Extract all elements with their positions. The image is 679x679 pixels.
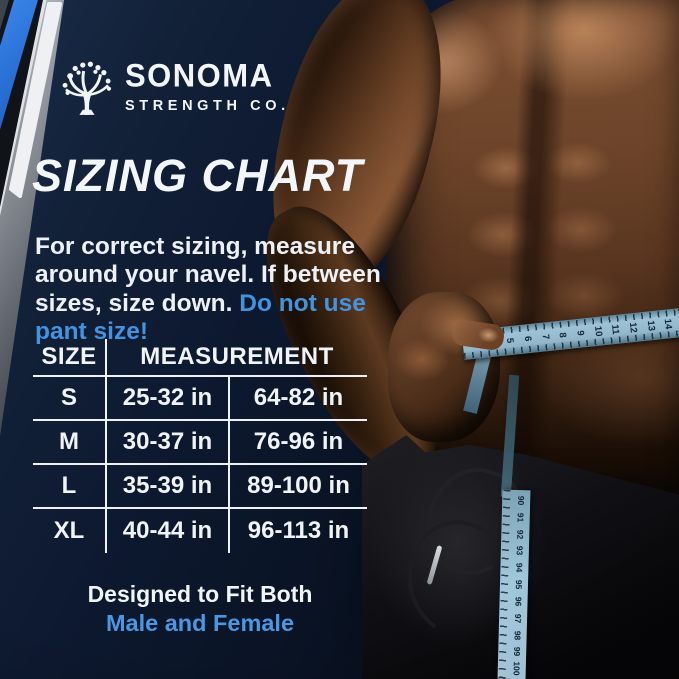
intro-text: For correct sizing, measure around your n… [35,233,405,347]
intro-warning: Do not use [239,289,366,317]
alt-cell-xl: 96-113 in [247,517,350,544]
intro-line: sizes, size down. [35,289,233,317]
footer-gender-text: Male and Female [105,610,295,636]
size-cell-l: L [33,465,107,509]
size-cell-s: S [33,377,107,421]
inches-cell-xl: 40-44 in [107,509,230,553]
inches-cell-s: 25-32 in [107,377,230,421]
intro-line: For correct sizing, measure [35,232,355,260]
intro-line: around your navel. If between [35,261,381,288]
alt-cell-l: 89-100 in [230,465,367,509]
brand-subtitle: STRENGTH CO. [125,98,290,114]
size-cell-m: M [33,421,107,465]
intro-warning: pant size! [35,318,148,345]
sizing-table: SIZE MEASUREMENT S 25-32 in 64-82 in M 3… [33,339,367,553]
alt-cell-s: 64-82 in [230,377,367,421]
brand-name: SONOMA [125,57,274,94]
inches-cell-m: 30-37 in [107,421,230,465]
footer-fit-text: Designed to Fit Both [87,581,313,607]
col-header-size: SIZE [33,339,107,377]
col-header-measurement: MEASUREMENT [107,339,367,377]
tree-icon [62,61,112,115]
alt-cell-m: 76-96 in [230,421,367,465]
brand-logo: SONOMA STRENGTH CO. [60,57,290,117]
size-cell-xl: XL [33,509,107,553]
inches-cell-l: 35-39 in [107,465,230,509]
page-title: SIZING CHART [32,150,364,201]
corner-stripes-decoration [0,0,64,436]
